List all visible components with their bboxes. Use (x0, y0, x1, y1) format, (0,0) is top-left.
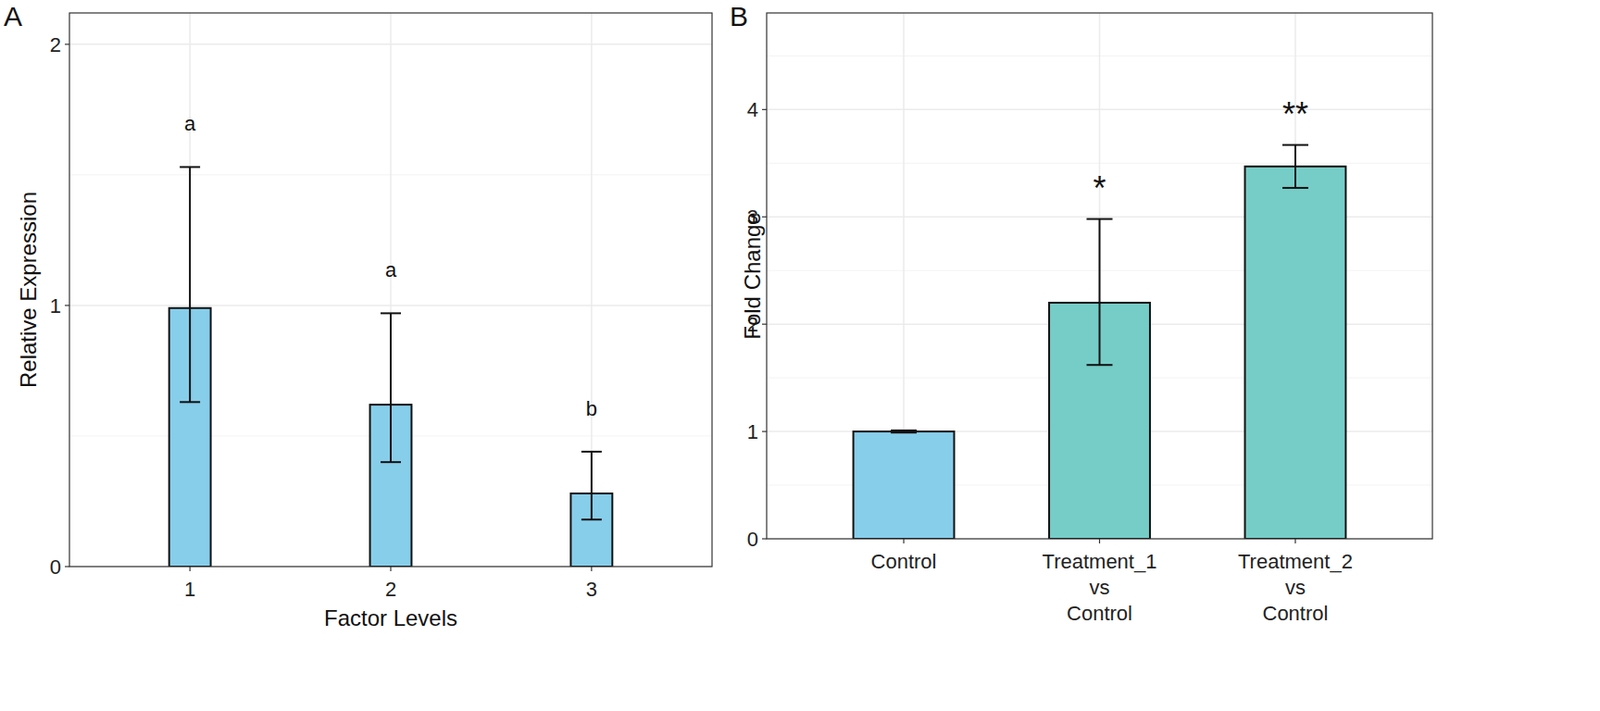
error-cap (890, 431, 917, 434)
y-tick (64, 304, 70, 306)
error-cap (1282, 187, 1309, 189)
error-cap (1087, 218, 1113, 221)
plot-background (766, 12, 1433, 539)
y-tick-label: 0 (50, 555, 62, 579)
x-tick-line: vs (1089, 575, 1111, 600)
error-cap (1087, 363, 1113, 366)
annotation: * (1092, 169, 1106, 208)
x-tick-line: vs (1285, 575, 1306, 600)
error-cap (380, 461, 401, 463)
x-tick-label: Control (871, 550, 938, 574)
grid-line-x (590, 12, 593, 567)
x-tick-line: Control (871, 550, 938, 574)
bar (853, 431, 955, 539)
error-bar (1282, 145, 1309, 188)
y-tick (762, 430, 767, 432)
x-tick (1294, 538, 1296, 544)
y-tick (762, 109, 767, 111)
error-bar (890, 430, 917, 433)
panel-label: A (3, 0, 23, 32)
x-tick-label: 3 (586, 577, 598, 601)
error-stem (188, 166, 191, 402)
y-tick-label: 1 (50, 294, 62, 318)
x-tick-line: 3 (586, 577, 598, 601)
y-tick-label: 4 (747, 98, 759, 122)
error-cap (179, 400, 200, 403)
panel: 0 1 2 1 2 3 a a b Factor Levels Relative Expressio… (3, 0, 713, 631)
x-tick-line: Control (1066, 601, 1133, 625)
x-tick-line: Treatment_2 (1237, 550, 1353, 574)
error-stem (1099, 219, 1101, 366)
x-tick (590, 566, 592, 572)
annotation: ** (1282, 95, 1309, 134)
plot-background (69, 12, 713, 567)
x-tick-line: 1 (184, 577, 196, 601)
y-axis-title: Fold Change (739, 212, 765, 339)
y-axis-title: Relative Expression (15, 191, 41, 388)
error-bar (380, 312, 401, 463)
x-tick-line: Control (1262, 601, 1329, 625)
y-tick-label: 1 (747, 420, 759, 444)
error-cap (581, 518, 602, 521)
x-tick-label: 1 (184, 577, 196, 601)
error-cap (1282, 144, 1309, 147)
error-bar (1087, 219, 1113, 366)
error-stem (389, 312, 392, 463)
y-tick (762, 537, 767, 539)
x-tick-line: 2 (385, 577, 397, 601)
marks (853, 145, 1347, 539)
x-tick (902, 538, 904, 544)
x-tick-label: Treatment_2vsControl (1237, 550, 1353, 625)
x-tick-label: 2 (385, 577, 397, 601)
panel-label: B (729, 0, 749, 32)
figure: 0 1 2 1 2 3 a a b Factor Levels Relative Expressio… (0, 0, 1600, 711)
error-cap (179, 165, 200, 168)
y-tick (64, 43, 70, 45)
error-cap (380, 312, 401, 314)
error-stem (1294, 145, 1297, 188)
annotation: b (586, 397, 598, 421)
x-axis-title: Factor Levels (324, 605, 458, 631)
y-tick (64, 565, 70, 567)
error-cap (890, 429, 917, 432)
bar (1245, 166, 1347, 539)
x-tick (189, 566, 191, 572)
error-stem (590, 451, 593, 520)
annotation: a (385, 258, 398, 282)
x-tick (1099, 538, 1100, 544)
error-bar (581, 451, 602, 520)
x-tick-line: Treatment_1 (1042, 550, 1158, 574)
plot-frame (766, 12, 1433, 539)
error-bar (179, 166, 200, 402)
plot-frame (69, 12, 713, 567)
annotation: a (184, 112, 197, 136)
panel: 01234ControlTreatment_1vsControlTreatmen… (729, 0, 1433, 625)
y-tick-label: 0 (747, 527, 759, 551)
marks (169, 166, 613, 567)
error-cap (581, 450, 602, 453)
y-tick-label: 2 (50, 33, 62, 57)
x-tick (389, 566, 391, 572)
x-tick-label: Treatment_1vsControl (1042, 550, 1158, 625)
